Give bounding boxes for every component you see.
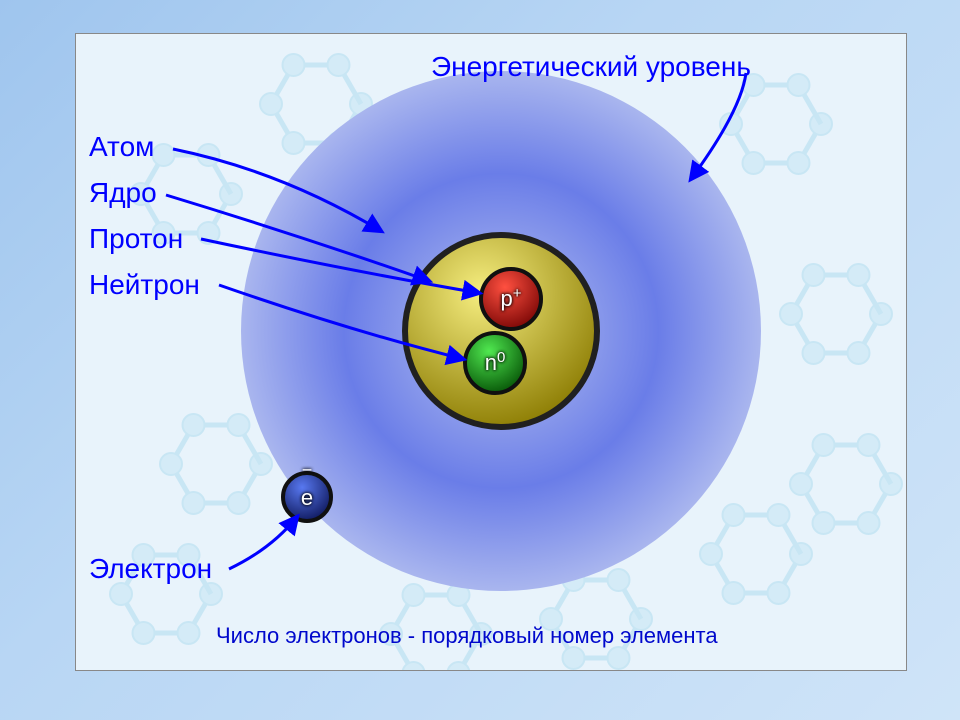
label-nucleus: Ядро <box>89 177 157 209</box>
caption-electron-count: Число электронов - порядковый номер элем… <box>216 623 718 649</box>
diagram-panel: p+n0e‾ Энергетический уровень Атом Ядро … <box>75 33 907 671</box>
label-neutron: Нейтрон <box>89 269 200 301</box>
label-atom: Атом <box>89 131 154 163</box>
label-energy-level: Энергетический уровень <box>431 51 751 83</box>
nucleus-sphere <box>405 235 597 427</box>
arrow-electron <box>229 517 297 569</box>
label-electron: Электрон <box>89 553 212 585</box>
label-proton: Протон <box>89 223 183 255</box>
